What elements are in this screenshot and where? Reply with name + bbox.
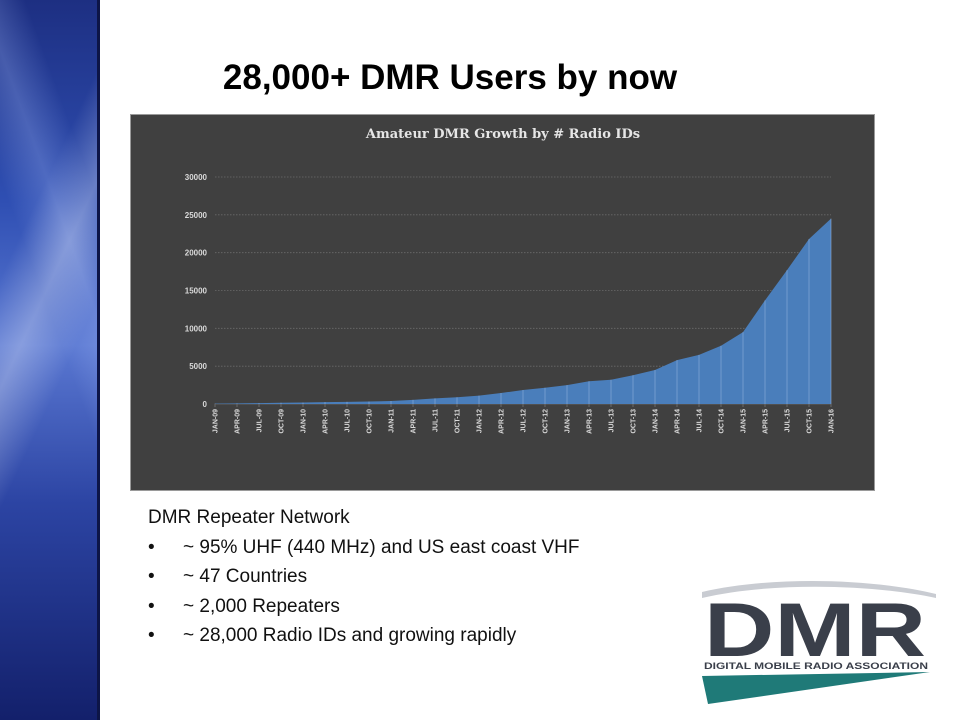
x-tick-label: OCT-09 bbox=[279, 409, 286, 434]
chart-panel: Amateur DMR Growth by # Radio IDs 0 5000 1… bbox=[130, 114, 875, 491]
chart-title: Amateur DMR Growth by # Radio IDs bbox=[365, 127, 640, 142]
x-tick-label: APR-15 bbox=[763, 409, 770, 434]
x-tick-label: APR-11 bbox=[411, 409, 418, 434]
bullet-text: ~ 2,000 Repeaters bbox=[183, 595, 340, 617]
x-tick-label: JUL-13 bbox=[609, 409, 616, 432]
y-tick-label: 15000 bbox=[185, 287, 208, 296]
bullet-item: • ~ 47 Countries bbox=[148, 562, 580, 592]
x-tick-label: JAN-13 bbox=[565, 409, 572, 433]
x-tick-label: JUL-09 bbox=[257, 409, 264, 432]
x-tick-label: APR-09 bbox=[235, 409, 242, 434]
x-tick-label: APR-12 bbox=[499, 409, 506, 434]
y-tick-label: 10000 bbox=[185, 324, 208, 333]
body-heading: DMR Repeater Network bbox=[148, 507, 350, 528]
x-tick-label: OCT-12 bbox=[543, 409, 550, 434]
bullet-text: ~ 28,000 Radio IDs and growing rapidly bbox=[183, 625, 517, 646]
x-tick-label: JAN-09 bbox=[213, 409, 220, 433]
x-tick-label: OCT-11 bbox=[455, 409, 462, 433]
slide-title: 28,000+ DMR Users by now bbox=[222, 58, 678, 97]
series-area bbox=[215, 218, 831, 404]
x-tick-label: APR-10 bbox=[323, 409, 330, 434]
x-tick-label: JAN-14 bbox=[653, 409, 660, 433]
x-tick-label: OCT-14 bbox=[719, 409, 726, 434]
y-tick-label: 25000 bbox=[185, 211, 208, 220]
y-tick-label: 0 bbox=[203, 400, 208, 409]
x-tick-label: JUL-14 bbox=[697, 409, 704, 432]
x-tick-label: APR-14 bbox=[675, 409, 682, 434]
body-text: DMR Repeater Network • ~ 95% UHF (440 MHz… bbox=[148, 503, 580, 651]
logo-wordmark: DMR bbox=[704, 588, 926, 673]
bullet-symbol: • bbox=[148, 566, 155, 587]
x-axis-ticks: JAN-09 APR-09 JUL-09 OCT-09 JAN-10 APR-10 JUL-… bbox=[213, 404, 836, 434]
x-tick-label: JUL-11 bbox=[433, 409, 440, 432]
x-tick-label: OCT-13 bbox=[631, 409, 638, 434]
left-decorative-band bbox=[0, 0, 97, 720]
y-tick-label: 20000 bbox=[185, 249, 208, 258]
logo-subtitle: DIGITAL MOBILE RADIO ASSOCIATION bbox=[704, 661, 928, 671]
logo-swoosh bbox=[702, 580, 936, 598]
y-tick-label: 30000 bbox=[185, 173, 208, 182]
bullet-text: ~ 47 Countries bbox=[183, 566, 308, 587]
bullet-symbol: • bbox=[148, 625, 155, 646]
x-tick-label: JAN-16 bbox=[829, 409, 836, 433]
bullet-symbol: • bbox=[148, 536, 155, 558]
logo-accent-wedge bbox=[702, 672, 930, 704]
growth-area-chart: Amateur DMR Growth by # Radio IDs 0 5000 1… bbox=[185, 127, 836, 434]
x-tick-label: JAN-10 bbox=[301, 409, 308, 433]
x-tick-label: JUL-15 bbox=[785, 409, 792, 432]
x-tick-label: APR-13 bbox=[587, 409, 594, 434]
left-band-edge bbox=[97, 0, 100, 720]
y-tick-label: 5000 bbox=[189, 362, 207, 371]
x-tick-label: JAN-15 bbox=[741, 409, 748, 433]
x-tick-label: JAN-12 bbox=[477, 409, 484, 433]
x-tick-label: JAN-11 bbox=[389, 409, 396, 433]
x-tick-label: OCT-15 bbox=[807, 409, 814, 434]
x-tick-label: JUL-12 bbox=[521, 409, 528, 432]
x-tick-label: OCT-10 bbox=[367, 409, 374, 434]
x-tick-label: JUL-10 bbox=[345, 409, 352, 432]
bullet-item: • ~ 28,000 Radio IDs and growing rapidly bbox=[148, 621, 580, 651]
bullet-item: • ~ 95% UHF (440 MHz) and US east coast V… bbox=[148, 533, 580, 563]
bullet-item: • ~ 2,000 Repeaters bbox=[148, 592, 580, 622]
dmr-association-logo: DMR DIGITAL MOBILE RADIO ASSOCIATION bbox=[702, 580, 936, 704]
bullet-symbol: • bbox=[148, 595, 155, 617]
area-series bbox=[214, 218, 832, 404]
y-axis-ticks: 0 5000 10000 15000 20000 25000 30000 bbox=[185, 173, 208, 409]
bullet-text: ~ 95% UHF (440 MHz) and US east coast VH… bbox=[183, 536, 580, 558]
